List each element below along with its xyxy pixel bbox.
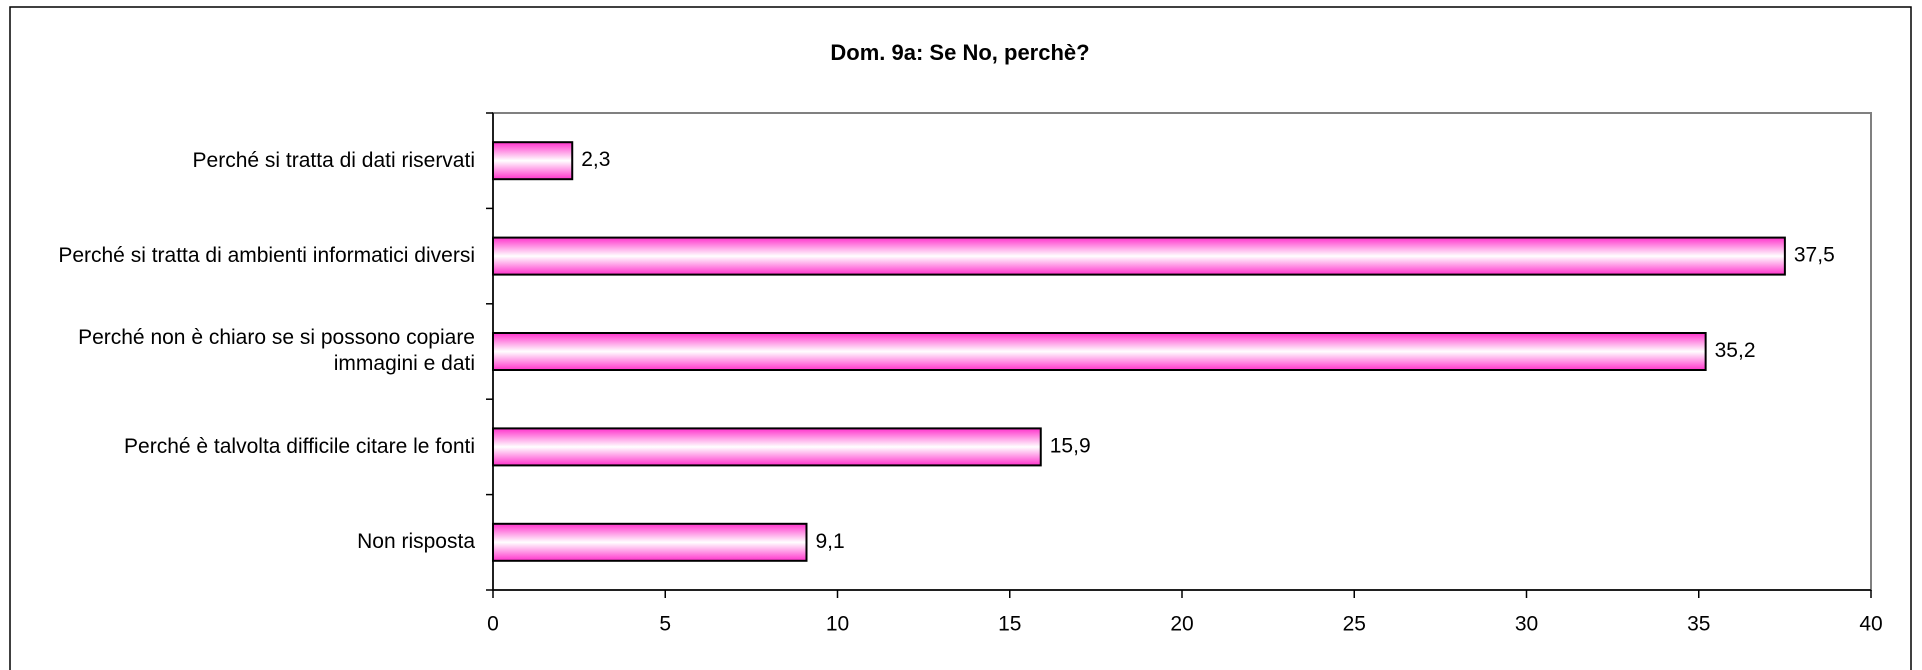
y-tick-label-box: Perché non è chiaro se si possono copiar… [78,326,475,376]
bar [492,236,1786,276]
x-tick-label: 15 [998,613,1021,636]
data-label: 15,9 [1050,434,1091,457]
y-tick-label-box: Perché si tratta di ambienti informatici… [58,244,475,268]
y-tick-label-box: Perché si tratta di dati riservati [192,148,475,172]
y-tick-label: Perché si tratta di dati riservati [192,148,475,172]
x-tick-label: 25 [1343,613,1366,636]
data-label: 37,5 [1794,244,1835,267]
x-tick-label: 30 [1515,613,1538,636]
x-tick-label: 5 [659,613,671,636]
x-tick-label: 0 [487,613,499,636]
data-label: 35,2 [1715,339,1756,362]
x-tick-label: 20 [1170,613,1193,636]
bar [492,427,1042,467]
bar [492,332,1707,371]
bar [492,141,574,181]
data-label: 9,1 [815,530,844,553]
x-tick-label: 40 [1859,613,1882,636]
y-tick-label: Non risposta [357,530,475,554]
data-label: 2,3 [581,148,610,171]
y-tick-label-box: Perché è talvolta difficile citare le fo… [124,434,475,458]
chart-title: Dom. 9a: Se No, perchè? [830,40,1089,65]
bar [492,522,808,562]
y-tick-label-box: Non risposta [357,530,475,554]
x-tick-label: 10 [826,613,849,636]
y-tick-label: Perché si tratta di ambienti informatici… [58,244,475,268]
y-tick-label: Perché non è chiaro se si possono copiar… [78,326,475,376]
x-tick-label: 35 [1687,613,1710,636]
y-tick-label: Perché è talvolta difficile citare le fo… [124,434,475,458]
